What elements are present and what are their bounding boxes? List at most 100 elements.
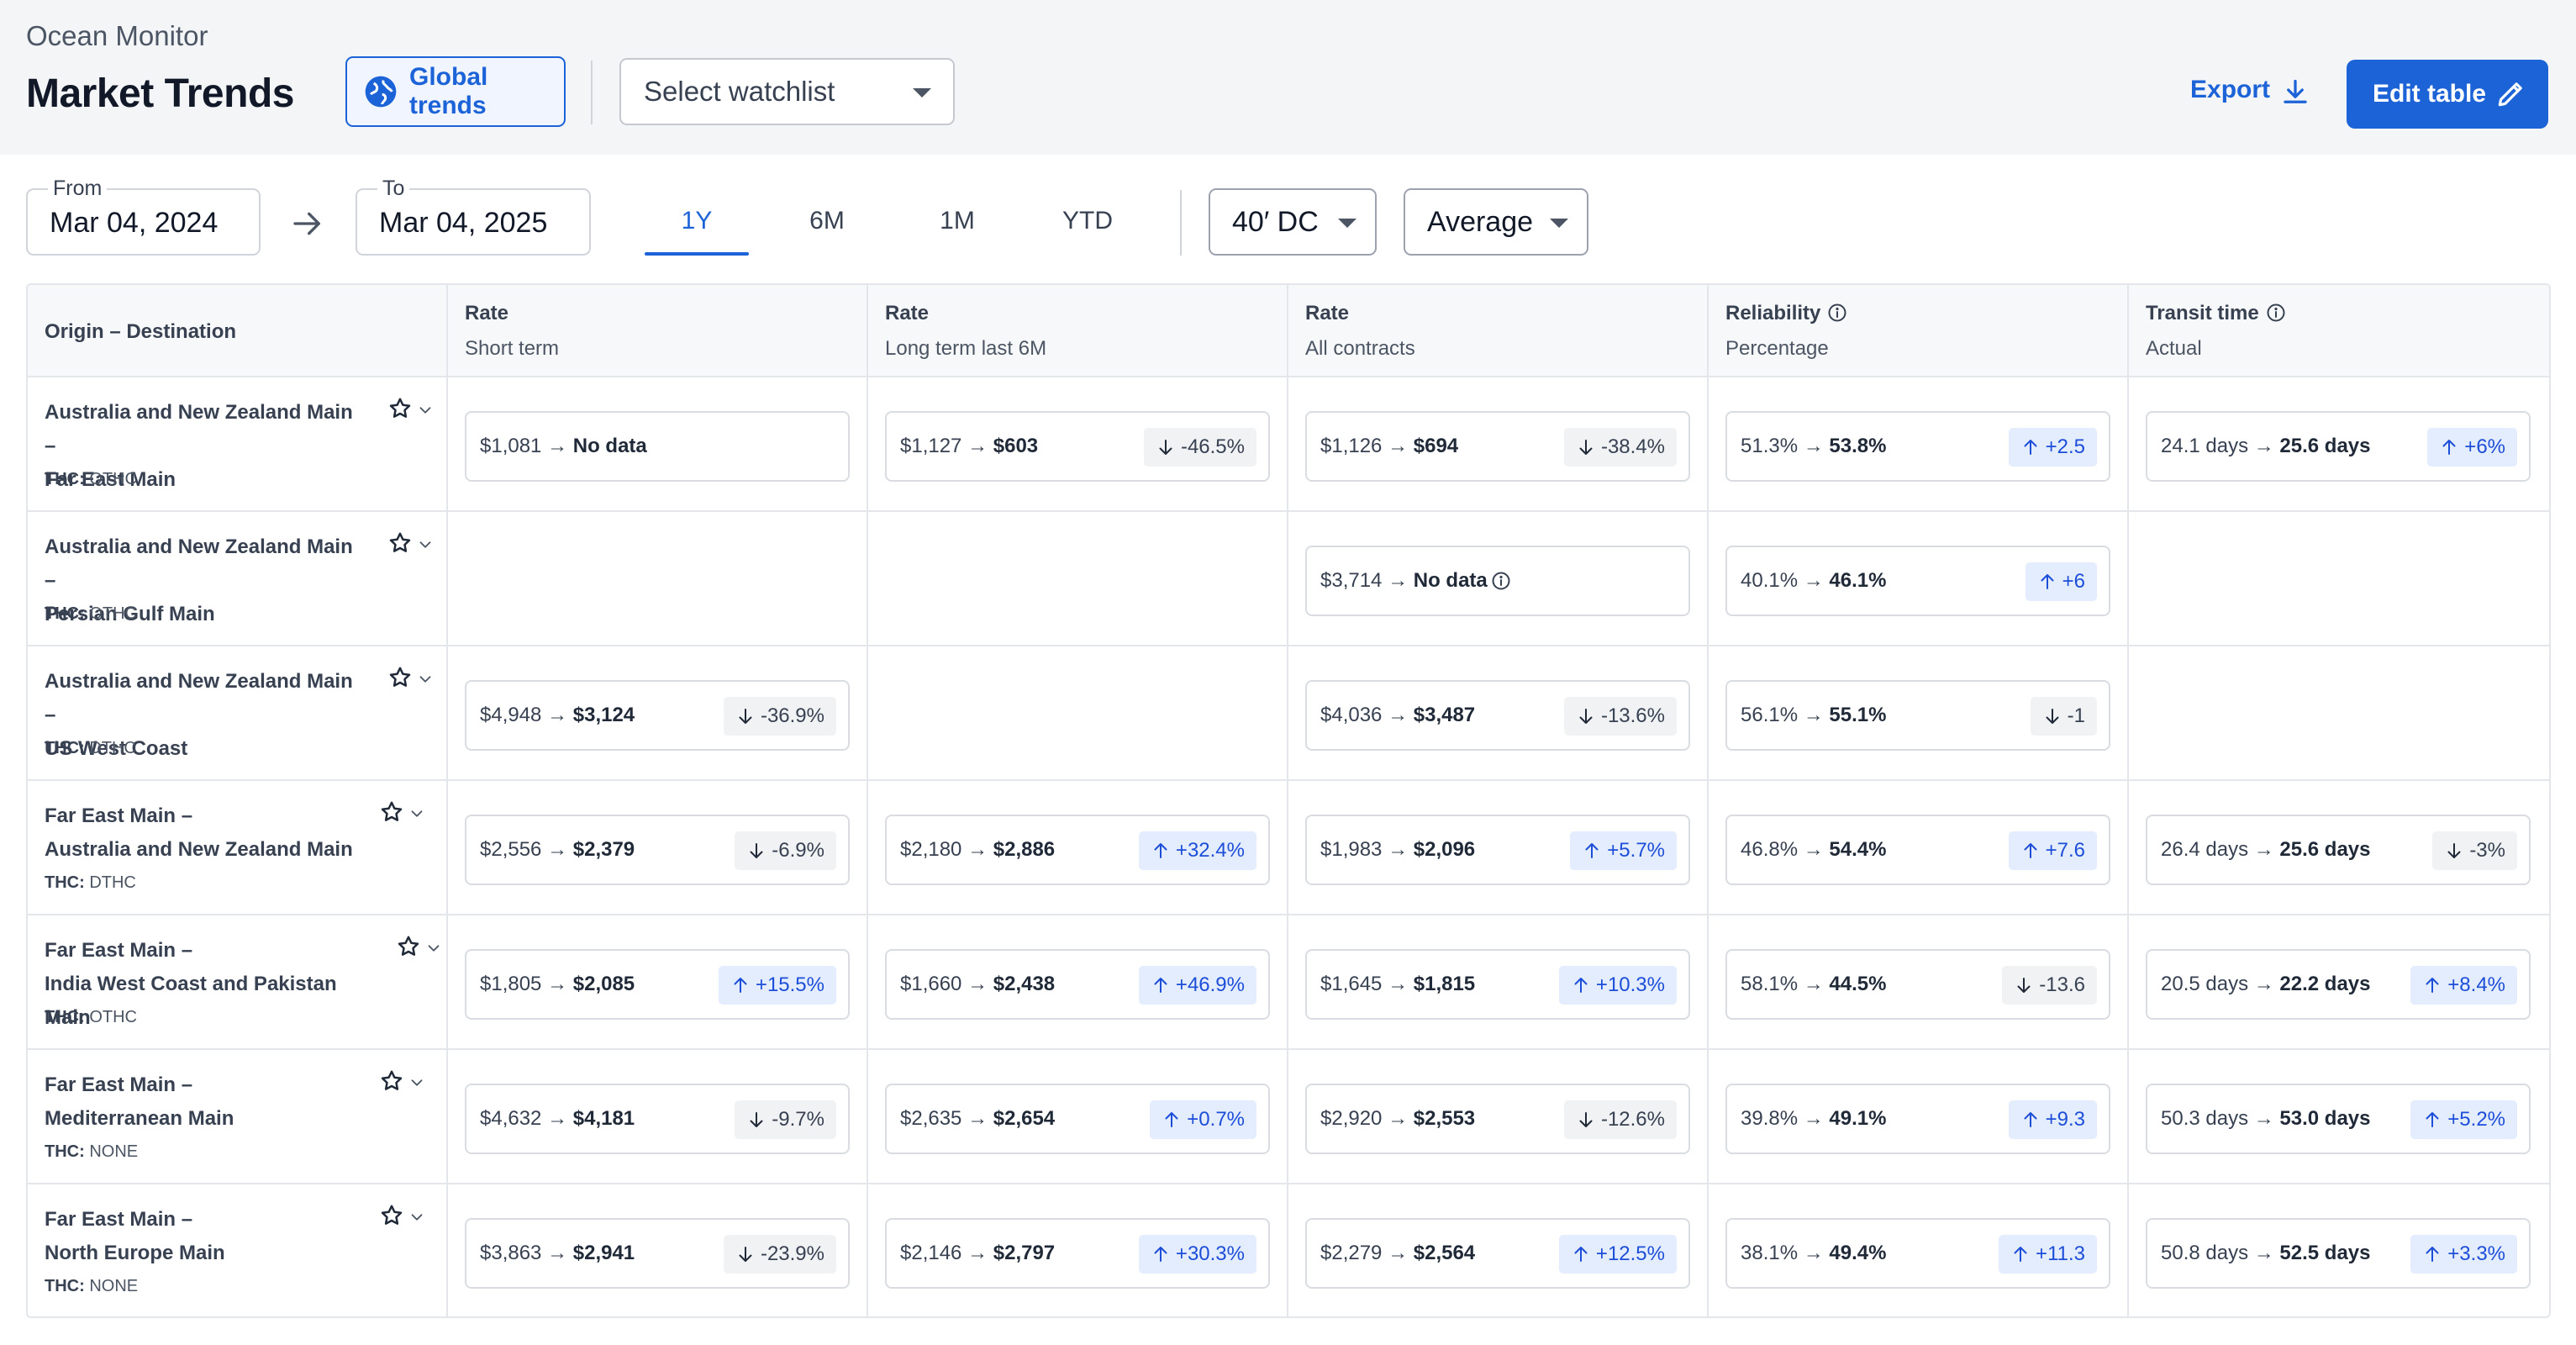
to-date-field[interactable]: To Mar 04, 2025 bbox=[356, 177, 591, 256]
chevron-down-icon[interactable] bbox=[408, 1073, 426, 1092]
metric-cell[interactable]: $1,805 → $2,085 +15.5% bbox=[465, 949, 850, 1020]
change-value: +3.3% bbox=[2447, 1242, 2505, 1265]
metric-values: $4,036 → $3,487 bbox=[1320, 704, 1476, 726]
change-badge: -38.4% bbox=[1563, 428, 1677, 467]
metric-cell[interactable]: $1,127 → $603 -46.5% bbox=[885, 411, 1270, 482]
metric-cell[interactable]: $1,126 → $694 -38.4% bbox=[1305, 411, 1690, 482]
tab-ytd[interactable]: YTD bbox=[1062, 207, 1113, 235]
metric-cell[interactable]: 58.1% → 44.5% -13.6 bbox=[1725, 949, 2110, 1020]
chevron-down-icon[interactable] bbox=[416, 401, 435, 419]
from-date-field[interactable]: From Mar 04, 2024 bbox=[26, 177, 261, 256]
metric-values: $1,081 → No data bbox=[480, 435, 647, 457]
metric-cell[interactable]: $1,983 → $2,096 +5.7% bbox=[1305, 815, 1690, 885]
metric-from: $4,036 bbox=[1320, 704, 1383, 726]
star-icon[interactable] bbox=[387, 665, 413, 690]
column-divider bbox=[2127, 285, 2129, 1316]
from-value: Mar 04, 2024 bbox=[50, 207, 219, 239]
metric-cell[interactable]: $1,081 → No data bbox=[465, 411, 850, 482]
change-badge: -1 bbox=[2030, 697, 2097, 736]
change-value: -9.7% bbox=[772, 1108, 824, 1131]
export-button[interactable]: Export bbox=[2190, 76, 2271, 103]
trends-table: Origin – Destination Rate Short term Rate Lo… bbox=[26, 283, 2551, 1318]
download-icon[interactable] bbox=[2280, 77, 2310, 108]
aggregation-select[interactable]: Average bbox=[1404, 188, 1588, 256]
container-type-select[interactable]: 40′ DC bbox=[1209, 188, 1377, 256]
arrow-right-icon bbox=[293, 212, 320, 235]
info-icon bbox=[1492, 572, 1510, 590]
metric-cell[interactable]: $4,036 → $3,487 -13.6% bbox=[1305, 680, 1690, 751]
divider bbox=[591, 61, 593, 124]
column-header: Reliability Percentage bbox=[1709, 285, 2129, 377]
tab-6m[interactable]: 6M bbox=[809, 207, 845, 235]
star-icon[interactable] bbox=[379, 1068, 404, 1094]
metric-cell[interactable]: $1,645 → $1,815 +10.3% bbox=[1305, 949, 1690, 1020]
arrow-up-icon bbox=[2024, 440, 2037, 455]
metric-cell[interactable]: 46.8% → 54.4% +7.6 bbox=[1725, 815, 2110, 885]
thc-key: THC: bbox=[45, 604, 85, 623]
metric-cell[interactable]: $3,714 → No data bbox=[1305, 546, 1690, 616]
metric-values: 46.8% → 54.4% bbox=[1741, 838, 1887, 861]
metric-cell[interactable]: $2,146 → $2,797 +30.3% bbox=[885, 1218, 1270, 1289]
metric-values: $1,645 → $1,815 bbox=[1320, 973, 1476, 995]
metric-cell[interactable]: $1,660 → $2,438 +46.9% bbox=[885, 949, 1270, 1020]
arrow-down-icon bbox=[739, 1247, 752, 1262]
change-value: +15.5% bbox=[755, 973, 824, 996]
change-value: +10.3% bbox=[1595, 973, 1665, 996]
metric-to: $2,654 bbox=[993, 1107, 1056, 1130]
tab-1m[interactable]: 1M bbox=[940, 207, 975, 235]
arrow-up-icon bbox=[2442, 440, 2456, 455]
column-title-text: Rate bbox=[1305, 302, 1350, 324]
metric-cell[interactable]: 20.5 days → 22.2 days +8.4% bbox=[2146, 949, 2531, 1020]
chevron-down-icon bbox=[1338, 219, 1356, 228]
route-origin: Far East Main – bbox=[45, 804, 193, 827]
route-origin: Far East Main – bbox=[45, 1208, 193, 1231]
star-icon[interactable] bbox=[387, 396, 413, 421]
route-destination: India West Coast and Pakistan Main bbox=[45, 973, 337, 1029]
chevron-down-icon[interactable] bbox=[416, 535, 435, 554]
star-icon[interactable] bbox=[396, 934, 421, 959]
metric-cell[interactable]: $2,920 → $2,553 -12.6% bbox=[1305, 1084, 1690, 1154]
thc-label: THC: NONE bbox=[45, 1142, 138, 1162]
star-icon[interactable] bbox=[387, 530, 413, 556]
metric-cell[interactable]: 40.1% → 46.1% +6 bbox=[1725, 546, 2110, 616]
change-value: +9.3 bbox=[2045, 1108, 2085, 1131]
metric-to: 25.6 days bbox=[2279, 838, 2371, 861]
route-name: Australia and New Zealand Main – US West … bbox=[45, 665, 364, 766]
metric-cell[interactable]: 24.1 days → 25.6 days +6% bbox=[2146, 411, 2531, 482]
chevron-down-icon[interactable] bbox=[424, 939, 443, 957]
metric-cell[interactable]: 39.8% → 49.1% +9.3 bbox=[1725, 1084, 2110, 1154]
star-icon[interactable] bbox=[379, 1203, 404, 1228]
metric-cell[interactable]: 38.1% → 49.4% +11.3 bbox=[1725, 1218, 2110, 1289]
change-value: -3% bbox=[2469, 839, 2505, 862]
arrow-down-icon bbox=[1579, 1112, 1593, 1127]
metric-cell[interactable]: 50.8 days → 52.5 days +3.3% bbox=[2146, 1218, 2531, 1289]
metric-cell[interactable]: $2,279 → $2,564 +12.5% bbox=[1305, 1218, 1690, 1289]
metric-cell[interactable]: $4,632 → $4,181 -9.7% bbox=[465, 1084, 850, 1154]
metric-cell[interactable]: $2,556 → $2,379 -6.9% bbox=[465, 815, 850, 885]
metric-cell[interactable]: 51.3% → 53.8% +2.5 bbox=[1725, 411, 2110, 482]
global-trends-button[interactable]: Global trends bbox=[345, 56, 566, 127]
arrow-down-icon bbox=[739, 709, 752, 724]
metric-cell[interactable]: $3,863 → $2,941 -23.9% bbox=[465, 1218, 850, 1289]
chevron-down-icon[interactable] bbox=[408, 804, 426, 823]
metric-values: $2,635 → $2,654 bbox=[900, 1107, 1056, 1130]
metric-cell[interactable]: $2,180 → $2,886 +32.4% bbox=[885, 815, 1270, 885]
change-badge: +46.9% bbox=[1138, 966, 1256, 1005]
metric-cell[interactable]: 50.3 days → 53.0 days +5.2% bbox=[2146, 1084, 2531, 1154]
star-icon[interactable] bbox=[379, 799, 404, 825]
metric-cell[interactable]: $2,635 → $2,654 +0.7% bbox=[885, 1084, 1270, 1154]
chevron-down-icon[interactable] bbox=[416, 670, 435, 688]
table-header: Origin – Destination Rate Short term Rate Lo… bbox=[28, 285, 2549, 377]
metric-values: $4,632 → $4,181 bbox=[480, 1107, 635, 1130]
metric-cell[interactable]: $4,948 → $3,124 -36.9% bbox=[465, 680, 850, 751]
column-title: Origin – Destination bbox=[45, 320, 237, 343]
edit-table-button[interactable]: Edit table bbox=[2347, 60, 2548, 129]
metric-to: $2,379 bbox=[572, 838, 635, 861]
metric-cell[interactable]: 26.4 days → 25.6 days -3% bbox=[2146, 815, 2531, 885]
chevron-down-icon[interactable] bbox=[408, 1208, 426, 1226]
change-value: +6 bbox=[2062, 570, 2085, 593]
tab-1y[interactable]: 1Y bbox=[681, 207, 713, 235]
watchlist-select[interactable]: Select watchlist bbox=[619, 58, 955, 125]
metric-values: $1,660 → $2,438 bbox=[900, 973, 1056, 995]
metric-cell[interactable]: 56.1% → 55.1% -1 bbox=[1725, 680, 2110, 751]
